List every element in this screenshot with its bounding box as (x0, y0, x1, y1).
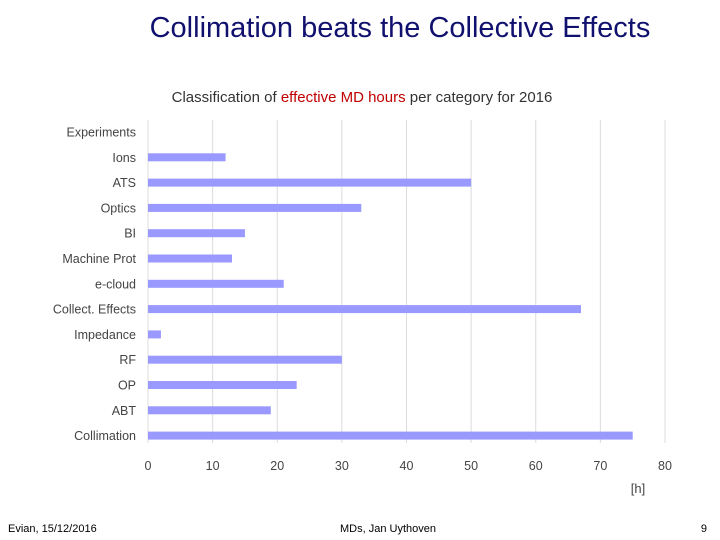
category-label: ATS (113, 176, 136, 190)
bars (148, 153, 633, 440)
category-label: Ions (112, 151, 136, 165)
category-label: Optics (101, 201, 136, 215)
bar (148, 330, 161, 339)
x-tick-label: 0 (145, 459, 152, 473)
bar (148, 381, 297, 389)
bar (148, 153, 226, 162)
category-label: e-cloud (95, 277, 136, 291)
bar (148, 431, 633, 440)
category-label: OP (118, 379, 136, 393)
x-tick-label: 80 (658, 459, 672, 473)
x-tick-label: 60 (529, 459, 543, 473)
slide-title: Collimation beats the Collective Effects (149, 12, 651, 44)
bar (148, 406, 271, 415)
bar (148, 279, 284, 288)
bar (148, 203, 362, 212)
chart-title: Classification of effective MD hours per… (172, 89, 553, 106)
chart-title-part: per category for 2016 (406, 89, 553, 106)
bar (148, 305, 581, 314)
chart-title-part: Classification of (172, 89, 281, 106)
x-axis-ticks: 0 10 20 30 40 50 60 70 80 (145, 459, 672, 473)
bar (148, 355, 342, 364)
bar (148, 254, 233, 263)
bar (148, 178, 472, 187)
category-label: ABT (112, 404, 137, 418)
category-label: Collect. Effects (53, 303, 136, 317)
x-tick-label: 40 (400, 459, 414, 473)
x-tick-label: 70 (593, 459, 607, 473)
category-label: Collimation (74, 429, 136, 443)
x-tick-label: 50 (464, 459, 478, 473)
category-label: Impedance (74, 328, 136, 342)
chart-title-highlight: effective MD hours (281, 89, 406, 106)
footer-author: MDs, Jan Uythoven (340, 523, 436, 535)
category-label: BI (124, 227, 136, 241)
category-label: RF (119, 353, 136, 367)
x-tick-label: 30 (335, 459, 349, 473)
x-axis-unit-label: [h] (631, 481, 645, 496)
category-label: Experiments (67, 126, 136, 140)
footer-date: Evian, 15/12/2016 (8, 523, 97, 535)
category-labels: Experiments Ions ATS Optics BI Machine Prot e-… (53, 126, 137, 444)
category-label: Machine Prot (62, 252, 136, 266)
bar (148, 229, 245, 238)
x-tick-label: 10 (206, 459, 220, 473)
x-tick-label: 20 (270, 459, 284, 473)
page-number: 9 (700, 523, 707, 535)
